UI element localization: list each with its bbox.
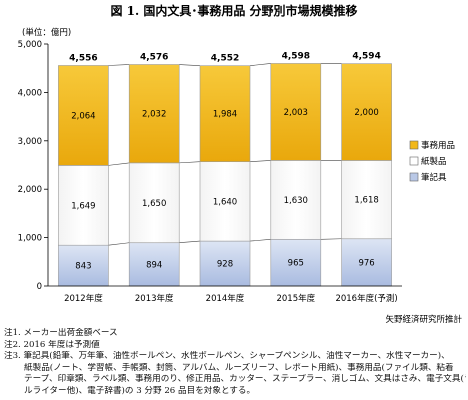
y-tick-label: 3,000 (18, 137, 42, 147)
total-label: 4,598 (282, 51, 310, 61)
y-tick-label: 0 (37, 282, 42, 292)
legend-label: 筆記具 (421, 172, 447, 183)
bar-segment (199, 161, 251, 242)
bar-value-label: 1,630 (284, 196, 308, 206)
bar-segment (58, 65, 109, 166)
total-label: 4,576 (140, 53, 168, 63)
bar-value-label: 894 (146, 260, 162, 270)
connector-line (179, 240, 201, 244)
y-tick-label: 4,000 (18, 88, 42, 98)
bar-value-label: 2,032 (142, 110, 166, 120)
bar-segment (58, 244, 109, 287)
x-tick-label: 2016年度(予測) (335, 293, 397, 304)
connector-line (179, 64, 201, 66)
x-tick-label: 2015年度 (276, 293, 315, 304)
connector-line (249, 238, 271, 242)
bar-value-label: 976 (358, 258, 374, 268)
bar-segment (128, 64, 180, 164)
bar-value-label: 843 (75, 262, 91, 272)
bar-value-label: 1,618 (354, 196, 378, 206)
y-tick-label: 1,000 (18, 234, 42, 244)
bar-segment (270, 238, 322, 287)
bar-segment (128, 242, 180, 287)
bar-value-label: 1,650 (142, 199, 166, 209)
source-label: 矢野経済研究所推計 (385, 314, 462, 325)
bar-segment (270, 63, 322, 161)
connector-line (108, 162, 130, 166)
bar-value-label: 2,064 (71, 111, 95, 121)
chart-title: 図 1. 国内文具･事務用品 分野別市場規模推移 (110, 3, 357, 18)
y-tick-label: 2,000 (18, 185, 42, 195)
note-line: 紙製品(ノート、学習帳、手帳類、封筒、アルバム、ルーズリーフ、レポート用紙)、事… (24, 362, 454, 373)
connector-line (108, 242, 130, 246)
x-tick-label: 2014年度 (206, 293, 245, 304)
legend-swatch (409, 172, 419, 182)
bar-segment (128, 162, 180, 244)
bar-value-label: 1,649 (71, 201, 95, 211)
note-line: 注2. 2016 年度は予測値 (4, 339, 100, 350)
total-label: 4,552 (211, 54, 239, 64)
y-axis: 0 1,000 2,000 3,000 4,000 5,000 (18, 40, 49, 292)
bar-value-label: 2,000 (354, 108, 378, 118)
bar-segment (341, 160, 392, 240)
unit-label: (単位：億円) (22, 27, 71, 38)
value-labels-group: 843 1,649 2,064 4,556 894 1,650 2,032 4,576 928 1… (69, 51, 381, 271)
connector-line (108, 64, 130, 66)
connector-line (179, 161, 201, 164)
legend-label: 事務用品 (421, 140, 455, 151)
bar-value-label: 1,984 (213, 110, 237, 120)
bar-segment (199, 240, 251, 287)
bar-value-label: 1,640 (213, 197, 237, 207)
notes: 注1. メーカー出荷金額ベース 注2. 2016 年度は予測値 注3. 筆記具(… (4, 328, 466, 397)
bar-value-label: 2,003 (284, 108, 308, 118)
x-tick-label: 2012年度 (64, 293, 103, 304)
bars-group (58, 63, 392, 287)
x-tick-label: 2013年度 (135, 293, 174, 304)
connector-line (249, 63, 271, 66)
total-label: 4,556 (69, 53, 97, 63)
legend-swatch (409, 156, 419, 166)
note-line: 注1. メーカー出荷金額ベース (4, 328, 118, 338)
x-axis: 2012年度 2013年度 2014年度 2015年度 2016年度(予測) (48, 285, 402, 304)
connector-line (320, 238, 342, 240)
bar-segment (341, 238, 392, 287)
bar-segment (341, 63, 392, 161)
stack-connector-lines (108, 63, 342, 246)
note-line: テープ、印章類、ラベル類、事務用のり、修正用品、カッター、ステープラー、消しゴム… (24, 374, 466, 384)
y-tick-label: 5,000 (18, 40, 42, 50)
total-label: 4,594 (352, 52, 380, 62)
bar-segment (199, 65, 251, 163)
legend-swatch (409, 140, 419, 150)
bar-value-label: 965 (288, 259, 304, 269)
bar-segment (58, 165, 109, 246)
note-line: 注3. 筆記具(鉛筆、万年筆、油性ボールペン、水性ボールペン、シャープペンシル、… (4, 351, 450, 361)
connector-line (249, 160, 271, 163)
note-line: ルライター他)、電子辞書)の 3 分野 26 品目を対象とする。 (24, 385, 256, 396)
bar-value-label: 928 (217, 260, 233, 270)
legend-label: 紙製品 (421, 156, 447, 167)
